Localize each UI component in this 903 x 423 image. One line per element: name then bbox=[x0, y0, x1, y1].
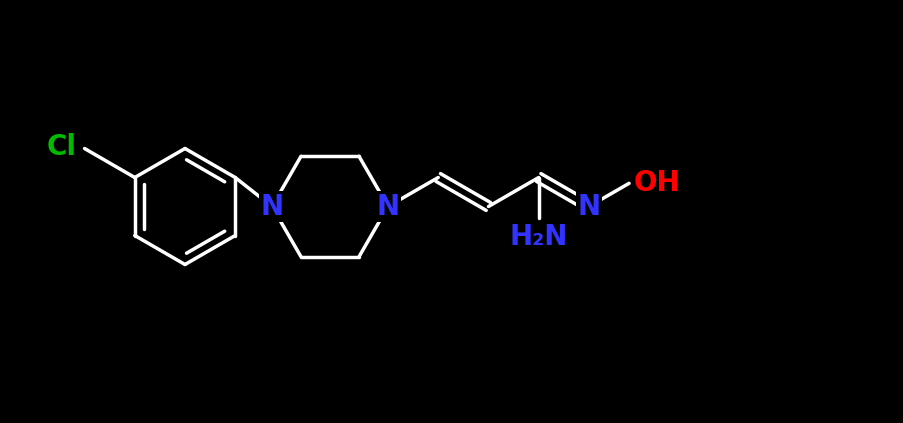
Text: OH: OH bbox=[633, 169, 680, 197]
Text: N: N bbox=[260, 192, 284, 220]
Text: H₂N: H₂N bbox=[509, 223, 567, 251]
Text: N: N bbox=[376, 192, 399, 220]
Text: N: N bbox=[577, 192, 600, 220]
Text: Cl: Cl bbox=[46, 132, 77, 160]
